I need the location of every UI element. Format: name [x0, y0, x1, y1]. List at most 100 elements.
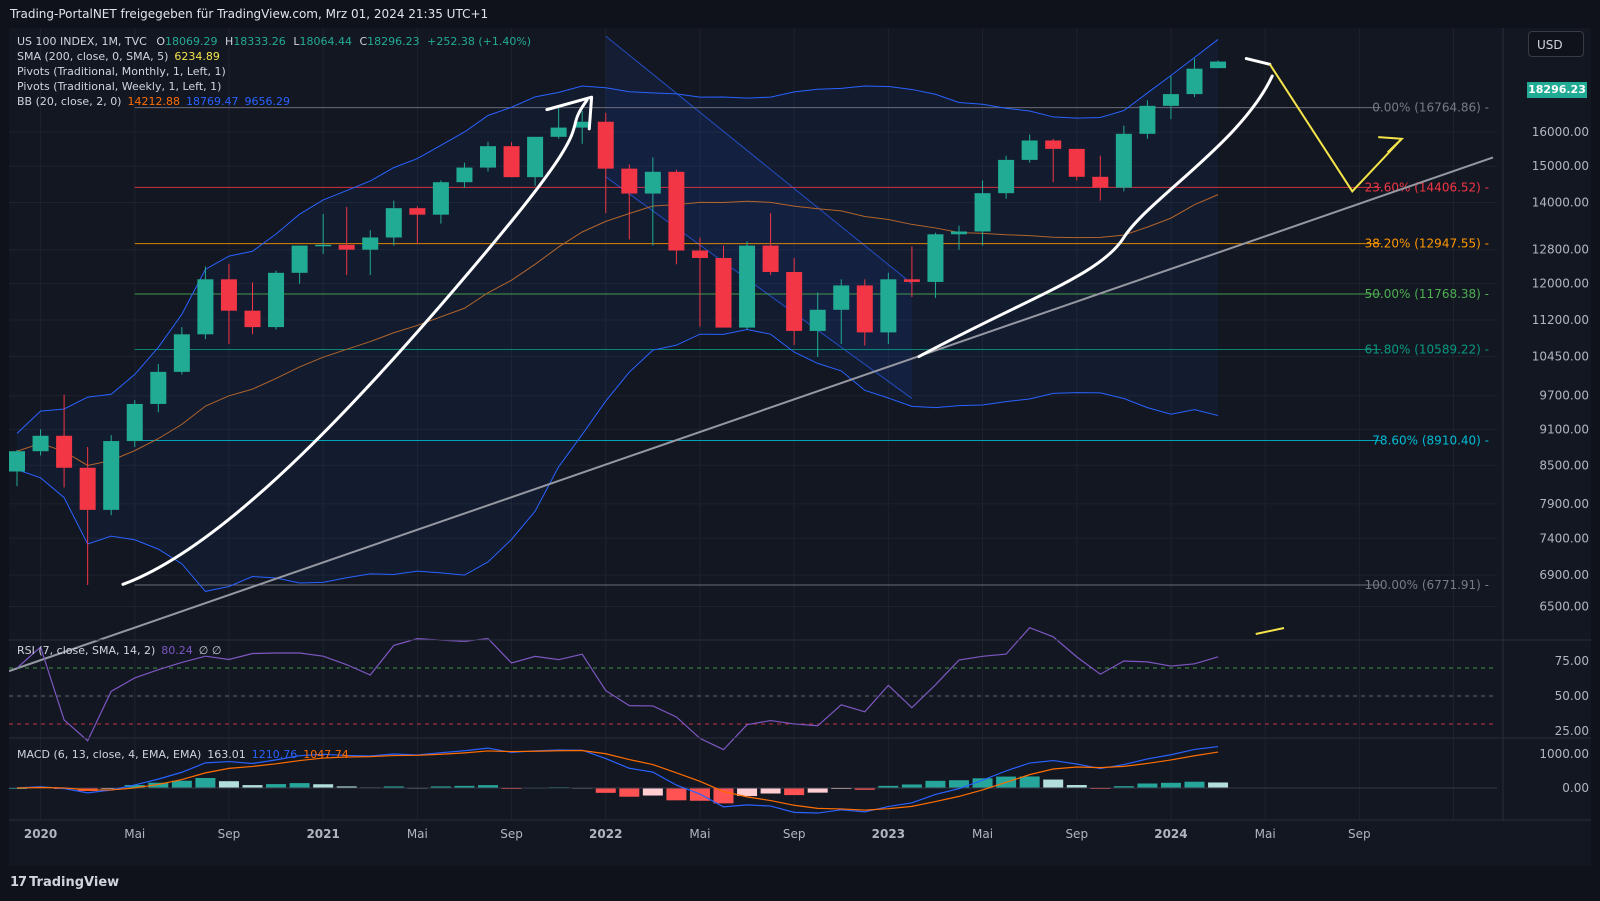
- candle-body: [903, 279, 920, 282]
- candle-body: [197, 279, 214, 335]
- open-value: 18069.29: [165, 35, 218, 48]
- candle-body: [1162, 94, 1179, 106]
- macd-histogram-bar: [713, 788, 734, 804]
- trend-line: [8, 156, 1494, 673]
- tradingview-logo-icon: 17: [10, 875, 27, 890]
- candle-body: [998, 159, 1015, 194]
- channel-upper-line: [605, 35, 913, 285]
- bb-label: BB (20, close, 2, 0): [17, 95, 122, 108]
- candle-body: [385, 208, 402, 238]
- fib-level-label: 100.00% (6771.91) -: [1365, 578, 1489, 592]
- price-tick-label: 10450.00: [1532, 350, 1589, 364]
- chart-canvas[interactable]: 0.00% (16764.86) - 23.60% (14406.52) - 38.…: [7, 28, 1591, 866]
- macd-histogram-bar: [666, 788, 687, 801]
- candle-body: [409, 208, 426, 215]
- pane-separators: [9, 28, 1591, 821]
- rsi-legend[interactable]: RSI (7, close, SMA, 14, 2) 80.24 ∅ ∅: [17, 643, 221, 658]
- macd-histogram-bar: [478, 785, 498, 788]
- macd-histogram-bar: [854, 788, 875, 790]
- candle-body: [644, 171, 661, 194]
- candle-body: [668, 171, 685, 251]
- low-label: L: [293, 35, 300, 48]
- candle-body: [456, 167, 473, 183]
- macd-histogram-bar: [1208, 782, 1229, 788]
- channel-lower-line: [605, 176, 913, 399]
- macd-histogram-bar: [124, 785, 145, 788]
- user-drawings: [8, 57, 1494, 673]
- legend-pivots-weekly-row[interactable]: Pivots (Traditional, Weekly, 1, Left, 1): [17, 79, 531, 94]
- candle-body: [503, 146, 520, 178]
- forecast-arrowhead: [1378, 136, 1405, 154]
- legend-sma-row[interactable]: SMA (200, close, 0, SMA, 5) 6234.89: [17, 49, 531, 64]
- macd-histogram-bar: [1184, 781, 1205, 788]
- time-tick-label: Sep: [1065, 827, 1088, 841]
- high-value: 18333.26: [233, 35, 286, 48]
- macd-histogram-bar: [642, 788, 663, 796]
- brand-text: TradingView: [29, 875, 120, 890]
- macd-histogram-bar: [1019, 776, 1040, 788]
- candle-body: [739, 245, 756, 328]
- fib-level-label: 23.60% (14406.52) -: [1365, 180, 1489, 194]
- bb-lower-value: 9656.29: [244, 95, 290, 108]
- bb-basis-line: [16, 194, 1219, 466]
- candle-body: [1045, 140, 1062, 149]
- time-tick-label: Mai: [972, 827, 993, 841]
- fib-level-label: 78.60% (8910.40) -: [1372, 433, 1489, 447]
- candle-body: [150, 371, 167, 404]
- macd-line: [16, 745, 1219, 814]
- currency-button[interactable]: USD: [1528, 31, 1584, 57]
- time-tick-label: Mai: [1255, 827, 1276, 841]
- tradingview-brand[interactable]: 17 TradingView: [10, 875, 119, 890]
- price-tick-label: 6900.00: [1539, 568, 1589, 582]
- candle-body: [927, 234, 944, 282]
- time-axis[interactable]: 2020 Mai Sep 2021 Mai Sep 2022 Mai Sep 2023 Mai Sep…: [24, 827, 1371, 841]
- chart-area[interactable]: 0.00% (16764.86) - 23.60% (14406.52) - 38.…: [7, 28, 1591, 866]
- candle-body: [1210, 61, 1227, 69]
- last-price-label: 18296.23: [1527, 82, 1587, 98]
- time-tick-label: Mai: [689, 827, 710, 841]
- macd-histogram-bar: [218, 781, 239, 788]
- candle-body: [833, 285, 850, 310]
- rsi-line: [16, 626, 1219, 751]
- candle-body: [103, 441, 120, 510]
- candle-body: [786, 271, 803, 331]
- macd-histogram-bar: [1160, 782, 1181, 788]
- bb-lower-line: [16, 329, 1219, 592]
- time-tick-label: Sep: [500, 827, 523, 841]
- macd-line-value: 1210.76: [251, 748, 298, 761]
- candle-body: [56, 435, 73, 468]
- footer-bar: 17 TradingView: [0, 866, 1600, 901]
- price-tick-label: 11200.00: [1532, 313, 1589, 327]
- macd-tick-label: 1000.00: [1539, 747, 1589, 761]
- candle-body: [762, 245, 779, 272]
- macd-histogram-bar: [807, 788, 828, 793]
- candle-body: [1092, 176, 1109, 188]
- legend-bb-row[interactable]: BB (20, close, 2, 0) 14212.88 18769.47 9656…: [17, 94, 531, 109]
- candle-body: [527, 136, 544, 178]
- open-label: O: [156, 35, 166, 48]
- fib-level-label: 61.80% (10589.22) -: [1365, 343, 1489, 357]
- macd-legend[interactable]: MACD (6, 13, close, 4, EMA, EMA) 163.01 12…: [17, 747, 349, 762]
- time-tick-label: 2023: [872, 827, 905, 841]
- change-value: +252.38 (+1.40%): [427, 35, 532, 48]
- rsi-pane: 75.00 50.00 25.00: [9, 626, 1589, 751]
- candle-body: [880, 279, 897, 333]
- macd-histogram-bar: [925, 780, 946, 788]
- macd-histogram-bar: [619, 788, 640, 797]
- bb-basis-value: 14212.88: [127, 95, 180, 108]
- time-tick-label: Sep: [1348, 827, 1371, 841]
- price-tick-label: 9700.00: [1539, 389, 1589, 403]
- freehand-up-arrow-1: [121, 95, 594, 586]
- high-label: H: [225, 35, 234, 48]
- legend-symbol-row[interactable]: US 100 INDEX, 1M, TVC O18069.29 H18333.2…: [17, 34, 531, 49]
- legend-pivots-monthly-row[interactable]: Pivots (Traditional, Monthly, 1, Left, 1…: [17, 64, 531, 79]
- macd-histogram-bar: [595, 788, 616, 793]
- macd-histogram-bar: [336, 786, 357, 788]
- price-axis[interactable]: 16000.00 15000.00 14000.00 12800.00 12000.00…: [1532, 125, 1589, 613]
- candle-body: [268, 272, 285, 328]
- candle-body: [480, 146, 496, 168]
- price-tick-label: 9100.00: [1539, 422, 1589, 436]
- time-tick-label: Sep: [783, 827, 806, 841]
- bb-upper-value: 18769.47: [185, 95, 239, 108]
- main-legend: US 100 INDEX, 1M, TVC O18069.29 H18333.2…: [17, 34, 531, 109]
